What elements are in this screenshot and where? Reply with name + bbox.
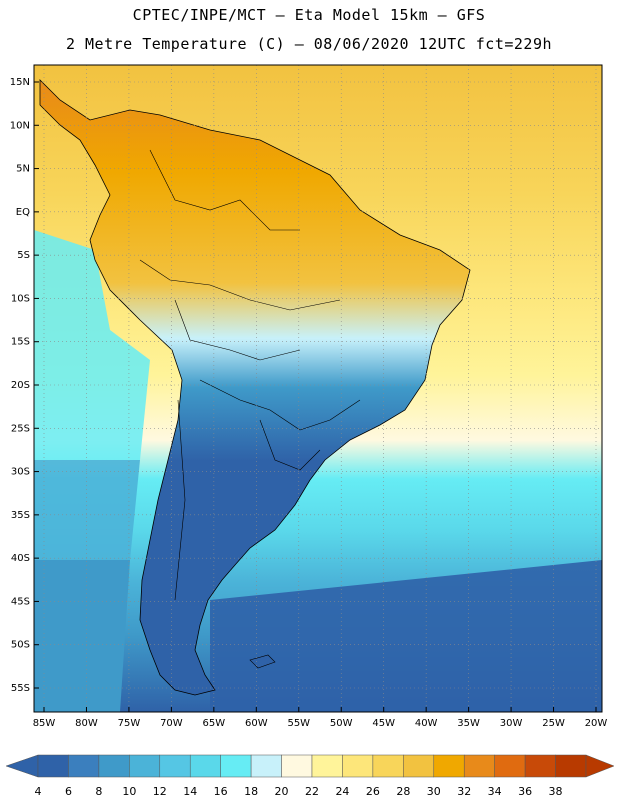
colorbar-label: 12 [153, 785, 167, 798]
colorbar-label: 10 [122, 785, 136, 798]
colorbar-swatch [189, 754, 221, 778]
lon-label: 85W [33, 718, 56, 729]
map-title-line1: CPTEC/INPE/MCT – Eta Model 15km – GFS [132, 6, 486, 24]
colorbar-swatch [68, 754, 100, 778]
colorbar-swatch [159, 754, 191, 778]
colorbar-swatch [250, 754, 282, 778]
colorbar-arrow-right [585, 754, 615, 778]
lat-label: 35S [11, 510, 30, 521]
colorbar-swatch [463, 754, 495, 778]
lon-label: 65W [203, 718, 226, 729]
colorbar-label: 22 [305, 785, 319, 798]
colorbar-swatch [555, 754, 587, 778]
colorbar-label: 26 [366, 785, 380, 798]
colorbar-label: 14 [183, 785, 197, 798]
lon-label: 20W [585, 718, 608, 729]
colorbar-swatch [342, 754, 374, 778]
colorbar-swatch [281, 754, 313, 778]
colorbar-swatch [37, 754, 69, 778]
south-america-land [39, 79, 471, 696]
colorbar-label: 16 [214, 785, 228, 798]
lon-label: 30W [500, 718, 523, 729]
colorbar-label: 24 [335, 785, 349, 798]
lon-label: 35W [457, 718, 480, 729]
lon-label: 55W [287, 718, 310, 729]
colorbar-swatch [403, 754, 435, 778]
lat-label: 50S [11, 640, 30, 651]
colorbar-swatch [98, 754, 130, 778]
lat-label: 5S [17, 250, 30, 261]
lat-label: 55S [11, 683, 30, 694]
map-frame [33, 64, 603, 713]
colorbar: 4 6 8 10 12 14 16 18 20 22 24 26 28 30 32 34 36 38 [5, 754, 615, 798]
colorbar-swatch [372, 754, 404, 778]
colorbar-label: 30 [427, 785, 441, 798]
colorbar-label: 38 [549, 785, 563, 798]
colorbar-swatch [129, 754, 161, 778]
lon-label: 25W [542, 718, 565, 729]
colorbar-arrow-left [5, 754, 39, 778]
lat-label: 10N [10, 120, 30, 131]
lat-label: 25S [11, 423, 30, 434]
colorbar-swatch [311, 754, 343, 778]
longitude-labels: 85W 80W 75W 70W 65W 60W 55W 50W 45W 40W 35W 30W 25W 2… [33, 707, 608, 729]
lon-label: 45W [372, 718, 395, 729]
lat-label: 15N [10, 77, 30, 88]
lon-label: 80W [75, 718, 98, 729]
lat-label: 5N [16, 164, 30, 175]
temperature-field [34, 65, 602, 712]
colorbar-label: 20 [275, 785, 289, 798]
colorbar-label: 8 [95, 785, 102, 798]
colorbar-label: 34 [488, 785, 502, 798]
lat-label: 15S [11, 337, 30, 348]
lon-label: 40W [415, 718, 438, 729]
colorbar-label: 36 [518, 785, 532, 798]
map-title-line2: 2 Metre Temperature (C) – 08/06/2020 12U… [65, 35, 553, 53]
country-borders [139, 149, 361, 601]
graticule [34, 65, 602, 712]
lat-label: 45S [11, 596, 30, 607]
colorbar-label: 6 [65, 785, 72, 798]
colorbar-label: 28 [396, 785, 410, 798]
lat-label: 40S [11, 553, 30, 564]
colorbar-label: 32 [457, 785, 471, 798]
lon-label: 50W [330, 718, 353, 729]
lon-label: 75W [118, 718, 141, 729]
colorbar-label: 18 [244, 785, 258, 798]
lon-label: 70W [160, 718, 183, 729]
colorbar-swatch [494, 754, 526, 778]
colorbar-swatch [433, 754, 465, 778]
lat-label: 30S [11, 467, 30, 478]
colorbar-swatch [524, 754, 556, 778]
latitude-labels: 15N 10N 5N EQ 5S 10S 15S 20S 25S 30S 35S 40S 45S 50S 5… [10, 77, 39, 694]
colorbar-label: 4 [35, 785, 42, 798]
colorbar-swatch [220, 754, 252, 778]
lat-label: 10S [11, 293, 30, 304]
lon-label: 60W [245, 718, 268, 729]
lat-label: 20S [11, 380, 30, 391]
lat-label: EQ [16, 207, 30, 218]
